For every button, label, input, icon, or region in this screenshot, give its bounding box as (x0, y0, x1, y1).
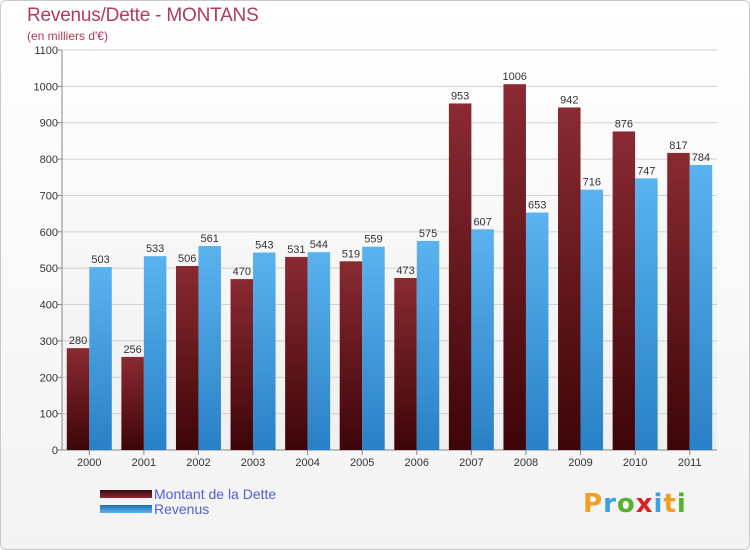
bar-dette (558, 107, 581, 451)
bar-dette (175, 266, 199, 450)
data-label: 544 (310, 239, 328, 251)
data-label: 747 (637, 165, 655, 177)
x-tick-label: 2008 (514, 457, 538, 469)
logo-letter: x (635, 489, 654, 519)
bar-dette (612, 131, 636, 451)
y-tick-label: 400 (40, 300, 58, 312)
bar-revenus (580, 189, 604, 451)
logo-letter: t (663, 489, 677, 519)
data-label: 559 (364, 234, 382, 246)
data-label: 506 (178, 253, 196, 265)
bar-revenus (525, 212, 549, 450)
chart-title: Revenus/Dette - MONTANS (27, 5, 259, 26)
data-label: 533 (146, 243, 164, 255)
logo-letter: o (616, 489, 636, 519)
data-label: 653 (528, 200, 546, 212)
chart-subtitle: (en milliers d'€) (27, 29, 108, 43)
y-tick-label: 200 (40, 372, 58, 384)
bar-revenus (635, 178, 658, 450)
x-tick-label: 2011 (678, 457, 702, 469)
bar-dette (448, 103, 472, 451)
bar-revenus (89, 267, 112, 450)
data-label: 470 (233, 266, 251, 278)
bar-revenus (143, 256, 167, 450)
y-tick-label: 1100 (34, 45, 58, 57)
bar-dette (667, 152, 690, 450)
data-label: 876 (615, 118, 633, 130)
bar-revenus (689, 164, 713, 450)
bar-dette (230, 279, 254, 450)
y-tick-label: 100 (40, 409, 58, 421)
legend-label-revenus: Revenus (154, 500, 210, 517)
x-tick-label: 2009 (568, 457, 592, 469)
x-tick-label: 2003 (241, 457, 265, 469)
data-label: 817 (669, 140, 687, 152)
x-tick-label: 2001 (132, 457, 156, 469)
logo-letter: r (603, 489, 617, 519)
data-label: 280 (69, 335, 87, 347)
legend-label-dette: Montant de la Dette (154, 485, 277, 502)
bar-revenus (198, 246, 221, 450)
y-tick-label: 800 (40, 154, 58, 166)
data-label: 561 (201, 233, 219, 245)
bar-revenus (253, 252, 276, 450)
bar-revenus (416, 240, 440, 450)
bar-revenus (471, 229, 494, 450)
data-label: 473 (396, 265, 414, 277)
legend: Montant de la Dette Revenus (100, 485, 277, 517)
bar-dette (121, 356, 144, 450)
y-tick-label: 300 (40, 336, 58, 348)
x-tick-label: 2005 (350, 457, 374, 469)
bar-revenus (307, 252, 331, 450)
bar-dette (285, 256, 308, 450)
data-label: 503 (91, 254, 109, 266)
y-tick-label: 0 (52, 445, 58, 457)
y-tick-label: 1000 (34, 81, 58, 93)
y-tick-label: 600 (40, 227, 58, 239)
x-tick-label: 2010 (623, 457, 647, 469)
y-tick-label: 900 (40, 118, 58, 130)
proxiti-logo: Proxiti (583, 489, 687, 519)
y-tick-label: 700 (40, 190, 58, 202)
bar-dette (339, 261, 363, 450)
data-label: 543 (255, 240, 273, 252)
legend-swatch-revenus (100, 504, 152, 513)
x-tick-label: 2007 (459, 457, 483, 469)
x-tick-label: 2006 (405, 457, 429, 469)
x-tick-label: 2004 (295, 457, 319, 469)
logo-letter: P (583, 489, 604, 519)
data-label: 716 (583, 177, 601, 189)
data-label: 531 (287, 244, 305, 256)
logo-letter: i (676, 489, 687, 519)
legend-swatch-dette (100, 489, 152, 498)
data-label: 256 (123, 344, 141, 356)
x-tick-label: 2002 (186, 457, 210, 469)
bar-dette (66, 348, 90, 450)
data-label: 519 (342, 248, 360, 260)
data-label: 942 (560, 94, 578, 106)
data-label: 784 (692, 152, 710, 164)
data-label: 575 (419, 228, 437, 240)
legend-item-dette: Montant de la Dette (100, 485, 277, 502)
logo-letter: i (653, 489, 664, 519)
y-tick-label: 500 (40, 263, 58, 275)
bar-dette (503, 84, 526, 450)
bar-dette (394, 278, 417, 450)
plot-area (62, 50, 717, 450)
data-label: 1006 (502, 71, 526, 83)
data-label: 607 (473, 216, 491, 228)
data-label: 953 (451, 90, 469, 102)
x-tick-label: 2000 (77, 457, 101, 469)
legend-item-revenus: Revenus (100, 500, 276, 517)
bar-revenus (362, 246, 385, 450)
